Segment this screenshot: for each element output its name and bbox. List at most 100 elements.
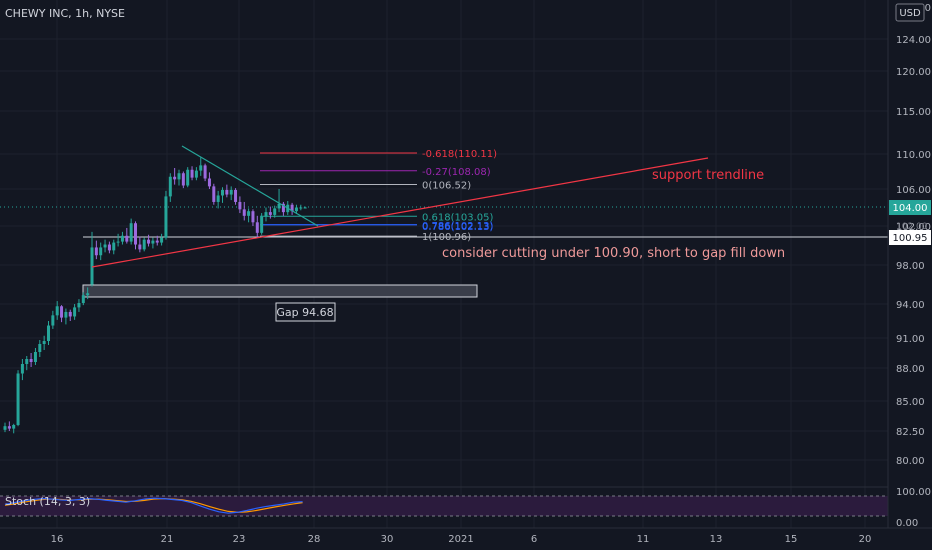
candle [177,169,181,186]
candle [42,335,46,350]
candle [47,321,50,345]
candle [68,309,72,321]
support-trendline[interactable] [91,157,709,268]
candle [290,202,294,215]
gridlines [0,0,888,528]
candle [294,204,298,214]
candle [164,190,168,240]
price-tick-label: 82.50 [896,427,925,438]
candle [273,205,277,218]
currency-label: USD [899,8,921,19]
candle [25,356,29,371]
candle [125,227,129,244]
price-tick-label: 94.00 [896,300,925,311]
fib-retracement[interactable]: -0.618(110.11) -0.27(108.08) 0(106.52) 0.61… [260,149,497,243]
candle [134,221,137,250]
candle [186,167,190,188]
date-tick-label: 6 [531,534,537,545]
candle [199,157,203,176]
date-tick-label: 23 [233,534,246,545]
candle [94,240,98,260]
price-tick-label: 102.00 [896,222,931,233]
candle [60,305,64,323]
candle [234,188,238,205]
candle [142,237,146,252]
candle [107,241,111,254]
fib-level-label: -0.27(108.08) [422,167,491,178]
candle [194,167,198,181]
stoch-tick-0: 0.00 [896,518,918,529]
candle [3,422,7,433]
candle [181,171,185,189]
price-tick-label: 110.00 [896,150,931,161]
fib-level-label: 1(100.96) [422,232,471,243]
date-tick-label: 11 [637,534,650,545]
time-axis[interactable]: 16 21 23 28 30 2021 6 11 13 15 20 [51,534,872,545]
date-tick-label: 30 [381,534,394,545]
gap-label: Gap 94.68 [276,306,333,319]
candle [160,233,164,246]
stoch-label: Stoch (14, 3, 3) [5,495,90,508]
candle [173,168,177,185]
price-axis[interactable]: 128.00 124.00120.00115.00110.00106.00102… [887,0,931,528]
candle [155,235,159,246]
stoch-k-line [4,497,303,514]
price-tick-label: 98.00 [896,261,925,272]
price-tick-label: 124.00 [896,35,931,46]
symbol-title: CHEWY INC, 1h, NYSE [5,7,125,20]
candle [229,186,233,201]
support-annotation: support trendline [652,168,764,183]
fib-level-label: 0.786(102.13) [422,222,494,233]
candle [151,237,155,249]
currency-button[interactable] [895,3,925,22]
candle [242,201,246,221]
price-tick-label: 106.00 [896,185,931,196]
current-price-tag [889,200,931,215]
date-tick-label: 13 [710,534,723,545]
candle [7,421,11,431]
candle [64,308,68,325]
price-label-behind: 102.00 [896,222,928,232]
price-tick-label: 115.00 [896,107,931,118]
candle [203,163,207,182]
candle [116,233,120,247]
candle [29,353,33,367]
candle [112,239,116,255]
current-price-text: 104.00 [893,203,928,214]
candle [33,348,37,365]
candle [12,423,16,434]
consider-annotation: consider cutting under 100.90, short to … [442,246,785,261]
date-tick-label: 16 [51,534,64,545]
gap-label-box [275,302,336,322]
candle [138,236,142,253]
candle [129,218,133,245]
candle [207,172,211,189]
candle [225,184,229,198]
candle [20,359,24,381]
candle [51,310,55,329]
price-tick-label: 88.00 [896,364,925,375]
candle [238,196,242,214]
candle [216,190,220,209]
candle [81,292,85,306]
candle [264,207,268,222]
candle [147,234,151,247]
candle [277,189,281,213]
candle [247,208,251,223]
candle [251,209,255,226]
candle [212,183,216,205]
date-tick-label: 20 [859,534,872,545]
candle [221,187,224,203]
candle [103,239,107,253]
fib-level-label: 0.618(103.05) [422,212,494,223]
price-tick-label: 80.00 [896,456,925,467]
stoch-band [0,496,888,516]
resistance-trendline[interactable] [181,145,319,227]
fib-level-label: -0.618(110.11) [422,149,497,160]
line-price-tag [889,230,931,245]
stoch-tick-100: 100.00 [896,487,931,498]
fib-level-label: 0.786(102.13) [422,221,494,232]
date-tick-label: 2021 [448,534,473,545]
